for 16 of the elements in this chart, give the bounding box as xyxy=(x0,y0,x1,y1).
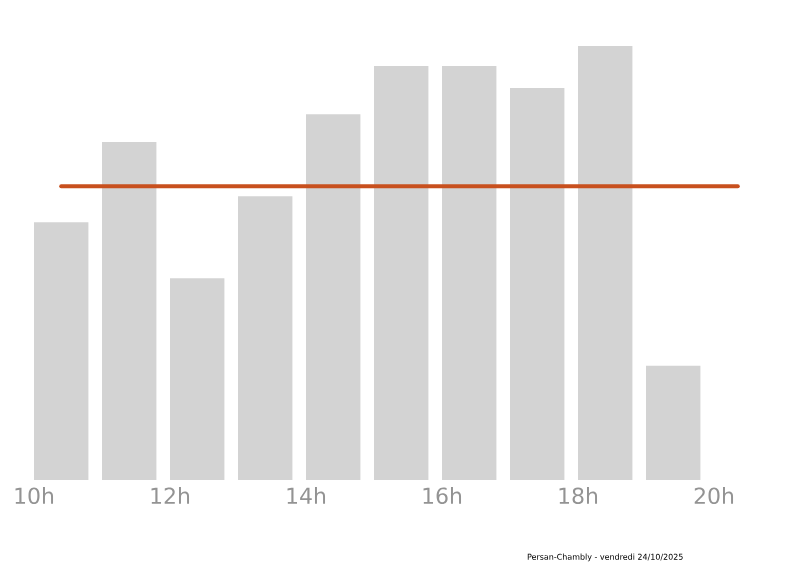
x-tick-label: 16h xyxy=(423,487,462,504)
bar xyxy=(510,88,565,480)
bar xyxy=(170,278,225,480)
bar xyxy=(306,114,361,480)
bar xyxy=(374,65,429,480)
x-tick-label: 20h xyxy=(694,487,734,504)
bar xyxy=(102,141,157,480)
bar xyxy=(646,365,701,480)
bar xyxy=(578,45,633,480)
x-tick-label: 10h xyxy=(15,487,54,504)
x-tick-label: 12h xyxy=(151,487,190,504)
bar xyxy=(238,196,293,480)
x-tick-label: 14h xyxy=(287,487,326,504)
bar xyxy=(34,222,89,480)
bar xyxy=(442,65,497,480)
x-tick-label: 18h xyxy=(559,487,598,504)
